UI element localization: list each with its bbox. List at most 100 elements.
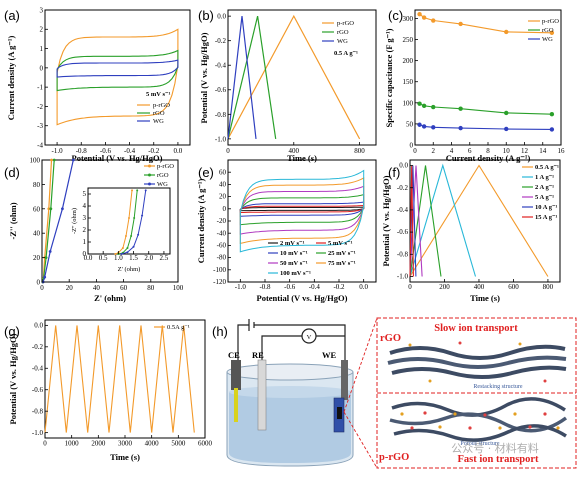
panel-b-ticks: 0 400 800 -1.0 -0.8 -0.6 -0.4 -0.2 0.0 xyxy=(215,13,365,155)
panel-b-xtick-label: 0 xyxy=(226,147,230,155)
panel-c-xtick-label: 0 xyxy=(413,147,417,155)
legend-label-50mv: 50 mV s⁻¹ xyxy=(280,260,308,267)
legend-label-100mv: 100 mV s⁻¹ xyxy=(280,270,311,277)
panel-b-ylabel: Potential (V vs. Hg/HgO) xyxy=(199,32,209,123)
inset-point xyxy=(126,251,129,254)
inset-point xyxy=(114,253,117,255)
inset-xtick-label: 2.5 xyxy=(160,254,169,262)
inset-ytick-label: 5 xyxy=(83,190,87,198)
panel-a-xlabel: Potential (V vs. Hg/HgO) xyxy=(72,153,163,163)
panel-d-inset: 0.0 0.5 1.0 1.5 2.0 2.5 0 1 2 3 4 5 Z' (ohm) -Z'' (… xyxy=(71,187,171,273)
panel-b-ytick-label: -0.6 xyxy=(215,86,227,94)
capacitance-point-wg xyxy=(417,122,422,127)
prgo-sheet xyxy=(393,424,567,442)
capacitance-line-rgo xyxy=(419,103,552,115)
panel-d-xtick-label: 0 xyxy=(40,284,44,292)
prgo-material-label: p-rGO xyxy=(379,452,409,463)
capacitance-point-wg xyxy=(431,125,436,130)
rgo-material-label: rGO xyxy=(380,333,401,344)
panel-d-label: (d) xyxy=(4,165,20,180)
panel-a-label: (a) xyxy=(4,8,20,23)
panel-g-ytick-label: -0.2 xyxy=(32,343,44,351)
prgo-sheet xyxy=(389,412,568,433)
panel-a-ytick-label: -3 xyxy=(37,122,43,130)
electrode-label-ce: CE xyxy=(228,350,240,360)
gcd-curve-5-a-g xyxy=(409,165,423,277)
panel-a-xtick-label: -0.6 xyxy=(100,147,112,155)
ion-dot xyxy=(498,426,502,430)
panel-e-xtick-label: -1.0 xyxy=(235,283,247,291)
panel-f-curves xyxy=(409,163,549,277)
panel-c-xtick-label: 14 xyxy=(539,147,547,155)
legend-label-0-5a: 0.5 A g⁻¹ xyxy=(535,164,559,171)
panel-g: (g) 0 1000 2000 3000 4000 5000 6000 -1.0 -0.8 -0.… xyxy=(4,319,213,462)
inset-xtick-label: 1.5 xyxy=(129,254,138,262)
inset-ylabel: -Z'' (ohm) xyxy=(71,208,78,234)
panel-e-label: (e) xyxy=(198,165,214,180)
panel-c-xtick-label: 8 xyxy=(486,147,490,155)
legend-marker-p-rgo xyxy=(148,164,151,168)
panel-e-xtick-label: 0.0 xyxy=(359,283,368,291)
panel-d-xlabel: Z' (ohm) xyxy=(94,293,126,303)
legend-label-wg: WG xyxy=(337,38,348,45)
panel-a-ytick-label: 2 xyxy=(40,26,44,34)
capacitance-point-rgo xyxy=(421,103,427,108)
ion-dot xyxy=(468,426,472,430)
panel-d-ytick-label: 40 xyxy=(33,230,41,238)
panel-b-xtick-label: 800 xyxy=(354,147,365,155)
panel-c-ytick-label: 50 xyxy=(406,120,414,128)
restacking-caption: Restacking structure xyxy=(473,384,522,390)
panel-a-ytick-label: 0 xyxy=(40,64,44,72)
panel-a-ytick-label: -1 xyxy=(37,84,43,92)
legend-label-2a: 2 A g⁻¹ xyxy=(535,184,554,191)
panel-e-xlabel: Potential (V vs. Hg/HgO) xyxy=(257,293,348,303)
legend-marker-rgo xyxy=(148,173,151,177)
panel-b-label: (b) xyxy=(198,8,214,23)
nyquist-point-wg xyxy=(61,207,64,211)
inset-point xyxy=(126,247,129,249)
panel-b-ytick-label: -0.8 xyxy=(215,111,227,119)
panel-e-ytick-label: -80 xyxy=(217,254,227,262)
panel-f-legend: 0.5 A g⁻¹ 1 A g⁻¹ 2 A g⁻¹ 5 A g⁻¹ 10 A g… xyxy=(522,164,559,221)
panel-c-ticks: 0 2 4 6 8 10 12 14 16 0 50 100 150 200 250 300 xyxy=(403,15,566,155)
inset-point xyxy=(137,233,140,236)
panel-b-curves xyxy=(227,14,361,140)
panel-f-axes xyxy=(409,159,561,283)
gcd-curve-rgo xyxy=(227,15,277,140)
capacitance-point-rgo xyxy=(417,101,422,106)
panel-d-xtick-label: 20 xyxy=(66,284,74,292)
ion-dot xyxy=(543,412,547,416)
inset-ticks: 0.0 0.5 1.0 1.5 2.0 2.5 0 1 2 3 4 5 xyxy=(83,190,169,262)
panel-b-annotation: 0.5 A g⁻¹ xyxy=(334,50,358,57)
inset-point xyxy=(132,245,135,248)
ion-dot xyxy=(438,425,442,429)
we-holder xyxy=(341,360,348,400)
panel-a: (a) -1.0 -0.8 -0.6 -0.4 -0.2 0.0-4-3-2-10123 … xyxy=(4,6,191,163)
beaker-rim xyxy=(226,363,354,381)
cv-curve-25-mv-s xyxy=(239,193,365,226)
panel-f-xtick-label: 200 xyxy=(439,283,450,291)
rgo-sheet xyxy=(387,355,567,369)
panel-f-ytick-label: -0.2 xyxy=(397,184,409,192)
capacitance-point-p-rgo xyxy=(549,30,555,35)
watermark: 公众号 · 材料有料 xyxy=(451,441,539,455)
panel-g-ytick-label: 0.0 xyxy=(34,322,43,330)
panel-e-ytick-label: -100 xyxy=(213,266,226,274)
panel-g-xtick-label: 2000 xyxy=(91,440,106,448)
panel-g-xtick-label: 1000 xyxy=(65,440,80,448)
panel-e-legend: 2 mV s⁻¹ 5 mV s⁻¹ 10 mV s⁻¹ 25 mV s⁻¹ 50… xyxy=(268,240,356,277)
panel-b-legend: p-rGO rGO WG xyxy=(322,20,354,45)
panel-c-xtick-label: 16 xyxy=(558,147,566,155)
panel-c-label: (c) xyxy=(388,8,403,23)
panel-a-xtick-label: 0.0 xyxy=(174,147,183,155)
panel-c-legend: p-rGO rGO WG xyxy=(528,18,559,43)
capacitance-point-p-rgo xyxy=(421,15,427,20)
panel-g-ylabel: Potential (V vs. Hg/HgO) xyxy=(8,333,18,424)
panel-a-xtick-label: -0.2 xyxy=(148,147,160,155)
legend-label-rgo: rGO xyxy=(542,27,554,34)
legend-marker-wg xyxy=(148,182,151,186)
voltmeter-symbol: V xyxy=(307,334,312,341)
panel-e: (e) -1.0 -0.8 -0.6 -0.4 -0.2 0.0 -120 -100 -80 -6… xyxy=(196,159,377,303)
ion-dot xyxy=(513,412,517,416)
nyquist-point-p-rgo xyxy=(50,158,53,162)
